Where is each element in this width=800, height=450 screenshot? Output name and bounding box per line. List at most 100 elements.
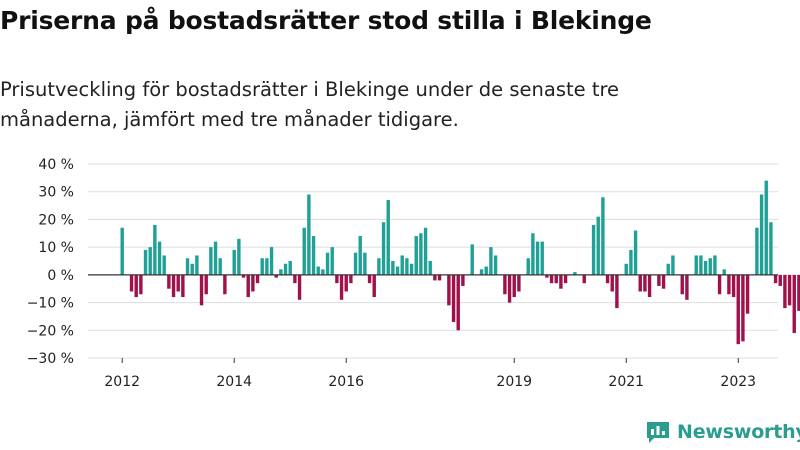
brand-name: Newsworthy — [677, 421, 800, 443]
bar — [405, 258, 409, 275]
bar — [657, 274, 661, 286]
bar — [489, 247, 493, 275]
bar — [573, 272, 577, 275]
bar — [759, 194, 764, 275]
bar — [353, 252, 358, 275]
bar — [615, 274, 619, 309]
bar — [176, 274, 180, 292]
bar — [680, 274, 684, 295]
bar — [381, 222, 386, 275]
bar — [297, 274, 302, 300]
x-tick-label: 2016 — [328, 374, 364, 390]
bar — [512, 274, 516, 298]
bar — [171, 274, 176, 298]
bar — [792, 274, 796, 334]
y-tick-label: −20 % — [27, 323, 74, 339]
y-tick-label: 40 % — [38, 157, 74, 173]
bar — [316, 266, 320, 275]
bar — [694, 255, 698, 275]
bar — [391, 261, 395, 275]
bar — [269, 247, 274, 275]
newsworthy-logo: Newsworthy — [645, 420, 800, 444]
bar — [769, 222, 773, 275]
bar — [507, 274, 512, 303]
bar — [531, 233, 535, 275]
bar — [344, 274, 348, 292]
bar — [419, 233, 423, 275]
bar — [503, 274, 507, 295]
bar — [629, 249, 633, 275]
bar — [307, 194, 311, 275]
bar — [610, 274, 614, 292]
bar — [783, 274, 787, 309]
bar — [428, 261, 432, 275]
bar — [129, 274, 134, 292]
bar — [279, 269, 283, 275]
bar — [288, 261, 292, 275]
bar — [386, 200, 390, 275]
bar — [339, 274, 344, 300]
bar — [283, 263, 288, 275]
bar — [395, 266, 400, 275]
x-tick-label: 2014 — [216, 374, 252, 390]
x-tick-label: 2023 — [720, 374, 756, 390]
bar — [167, 274, 171, 289]
bar — [554, 274, 558, 284]
bar — [367, 274, 372, 284]
bar — [671, 255, 675, 275]
bar — [545, 274, 549, 278]
chart-subtitle: Prisutveckling för bostadsrätter i Bleki… — [0, 78, 620, 131]
bar — [134, 274, 138, 298]
bar — [162, 255, 166, 275]
bar — [633, 230, 638, 275]
bar — [293, 274, 297, 284]
bar — [605, 274, 610, 284]
bar — [325, 252, 330, 275]
bar — [433, 274, 437, 281]
bar — [741, 274, 745, 342]
y-tick-label: 0 % — [47, 268, 74, 284]
bar — [638, 274, 642, 292]
y-tick-label: 10 % — [38, 240, 74, 256]
bar — [265, 258, 269, 275]
bar — [372, 274, 376, 298]
bar — [437, 274, 442, 281]
y-tick-label: 30 % — [38, 185, 74, 201]
bar — [237, 238, 241, 275]
bar — [153, 224, 157, 275]
bar — [451, 274, 456, 322]
bar — [703, 261, 708, 275]
y-tick-label: −30 % — [27, 351, 74, 367]
bar — [213, 241, 218, 275]
bar — [661, 274, 666, 289]
bar — [470, 244, 474, 275]
bar — [423, 227, 428, 275]
bar — [139, 274, 143, 295]
bar — [157, 241, 162, 275]
bar — [363, 252, 367, 275]
price-change-bar-chart: −30 % −20 % −10 % 0 % 10 % 20 % 30 % 40 % 2012 2… — [27, 157, 800, 390]
bar — [199, 274, 204, 306]
bar — [535, 241, 540, 275]
bar — [699, 255, 703, 275]
bar — [143, 249, 148, 275]
bar — [218, 258, 222, 275]
bar — [713, 255, 717, 275]
y-axis: −30 % −20 % −10 % 0 % 10 % 20 % 30 % 40 % — [27, 157, 74, 367]
bar — [596, 216, 600, 275]
bar — [549, 274, 554, 284]
y-tick-label: 20 % — [38, 212, 74, 228]
bar — [409, 263, 414, 275]
bar — [335, 274, 339, 284]
bar — [190, 263, 194, 275]
bar — [484, 266, 488, 275]
bar — [223, 274, 227, 295]
bar — [181, 274, 185, 298]
bar — [666, 263, 670, 275]
bar — [311, 236, 316, 275]
bar — [204, 274, 208, 295]
bar — [582, 274, 586, 284]
bar — [736, 274, 740, 345]
bar — [260, 258, 264, 275]
bar — [321, 269, 325, 275]
